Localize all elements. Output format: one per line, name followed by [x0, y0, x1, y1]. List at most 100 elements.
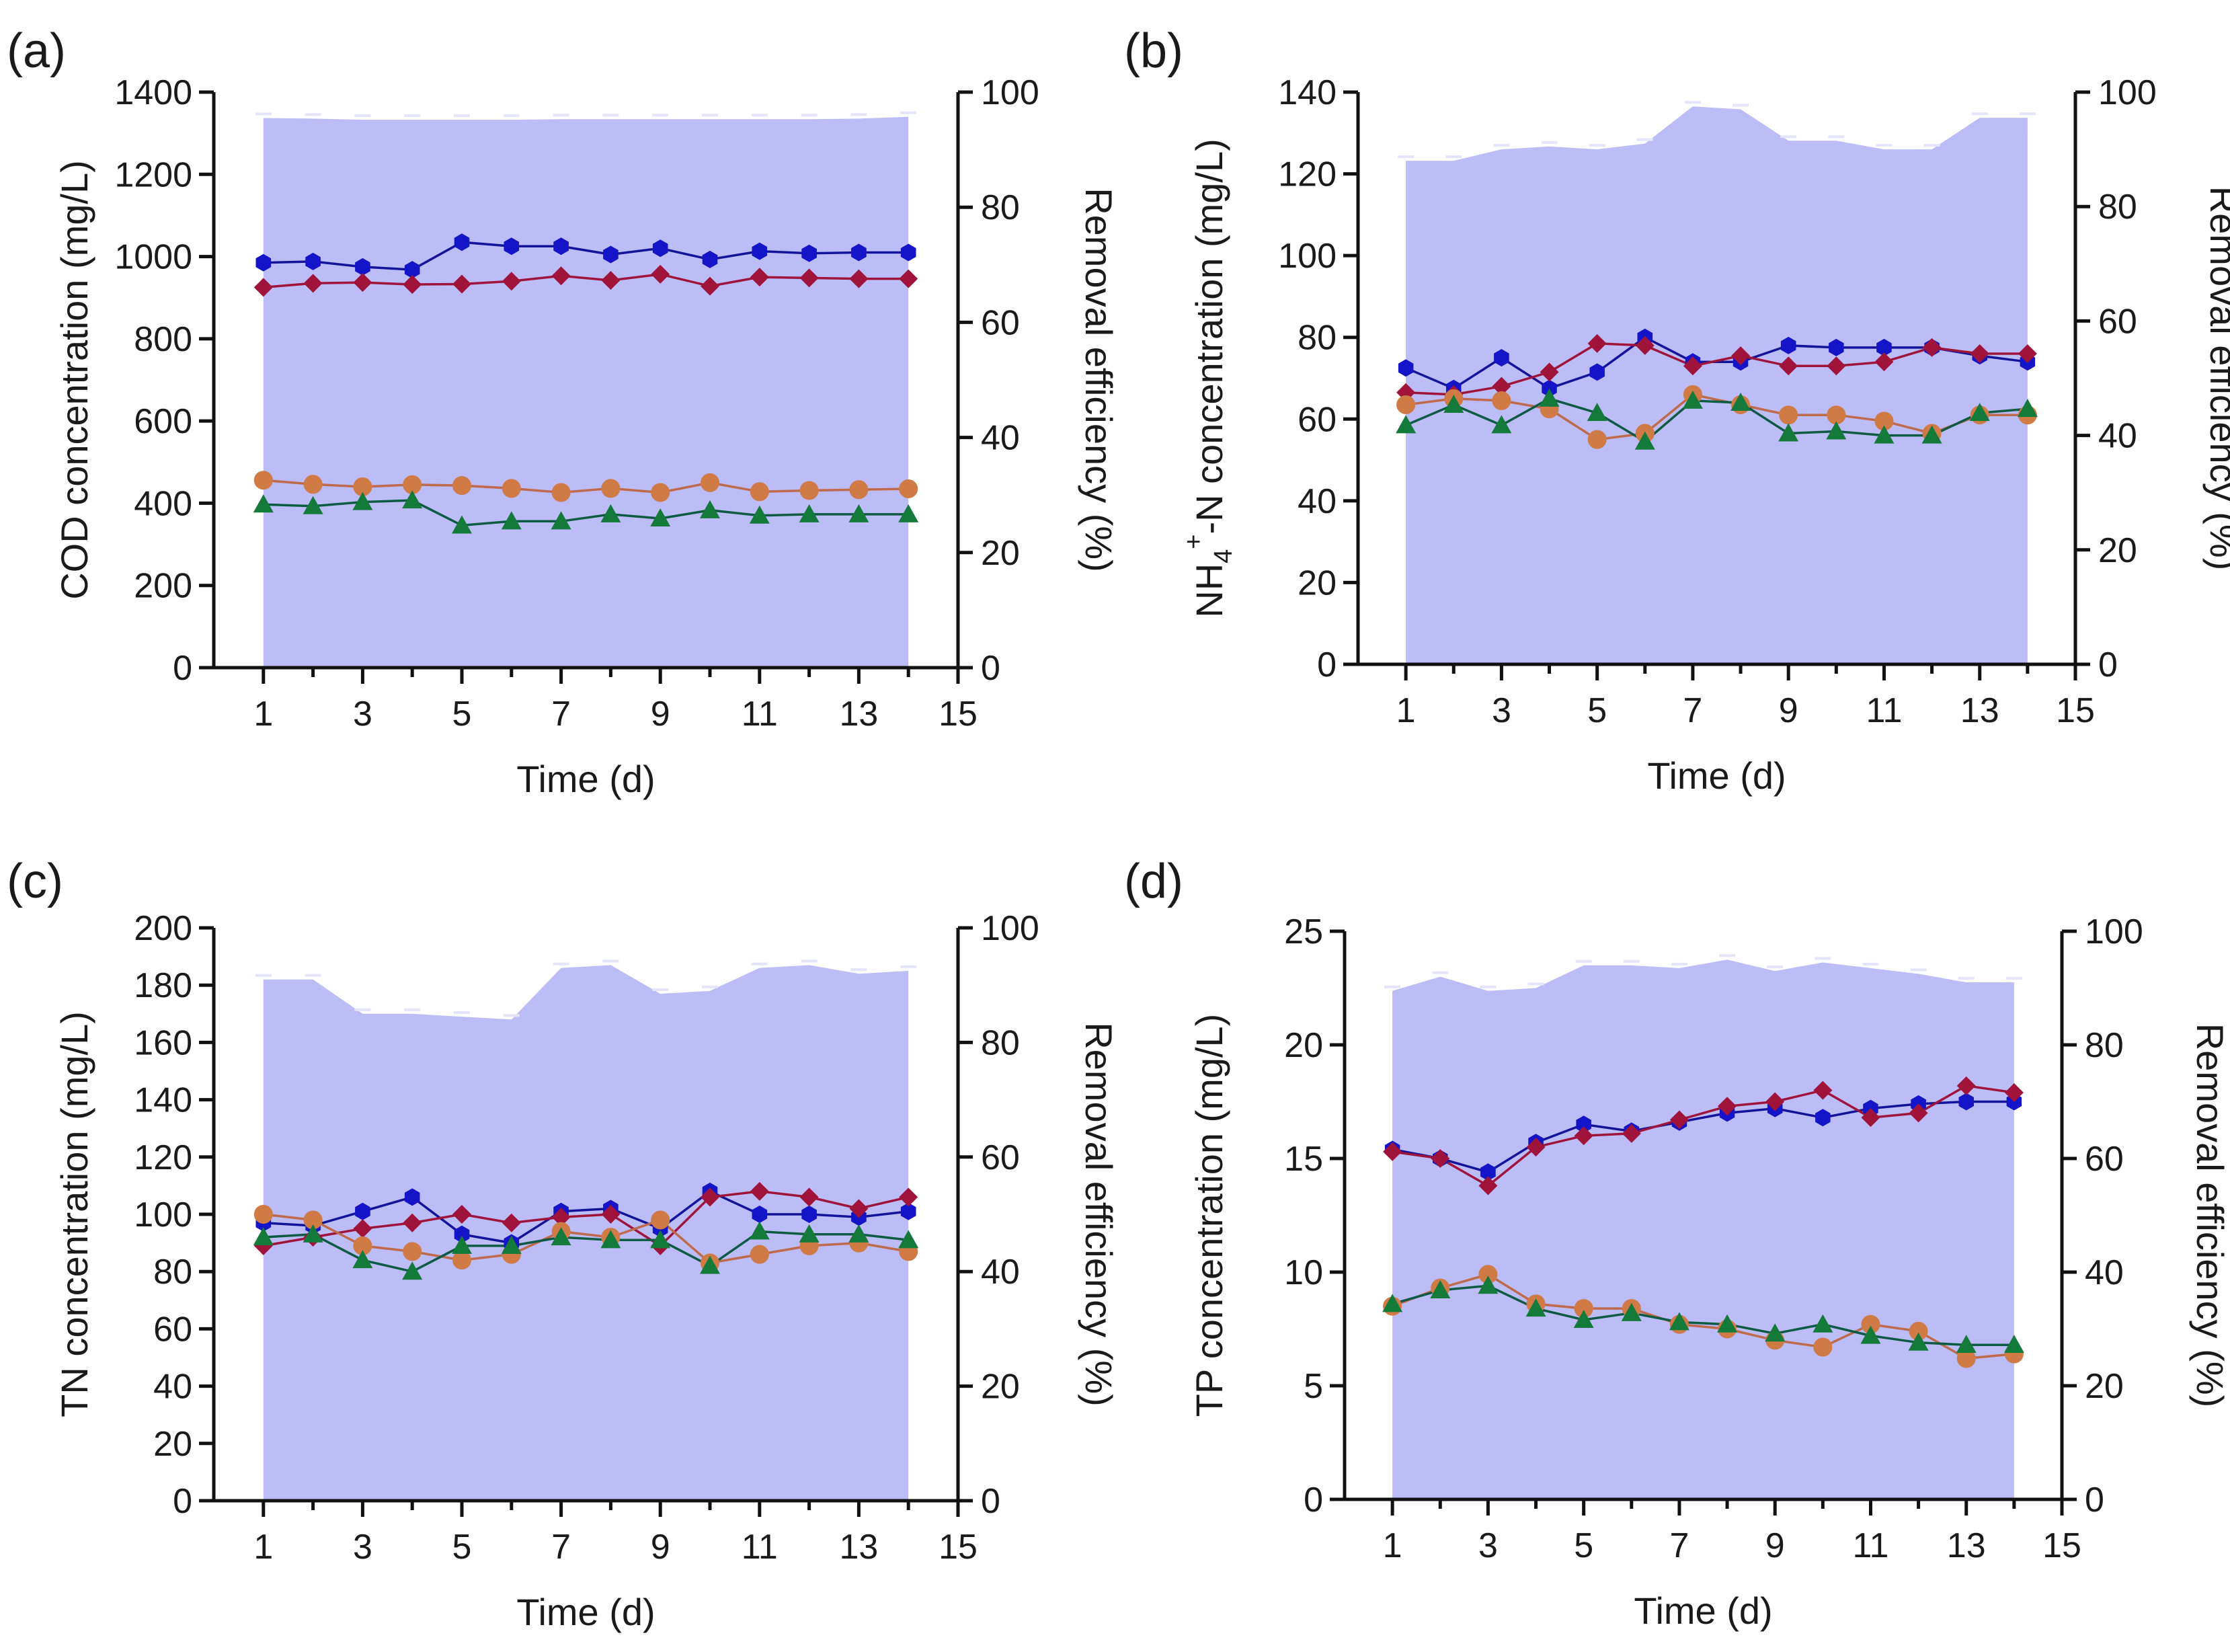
y2-axis-title: Removal efficiency (%)	[1078, 1022, 1120, 1407]
data-point-series-2	[799, 1187, 819, 1207]
data-point-series-2	[1861, 1108, 1880, 1128]
data-point-series-3	[601, 479, 621, 498]
data-point-series-2	[502, 272, 521, 291]
data-point-series-2	[1909, 1103, 1928, 1123]
y2-tick-label: 40	[981, 419, 1020, 458]
panel-label: (b)	[1124, 24, 1183, 78]
y2-axis-title: Removal efficiency (%)	[2189, 1023, 2230, 1408]
data-point-series-2	[601, 1205, 621, 1224]
data-point-series-2	[1478, 1176, 1498, 1195]
data-point-series-2	[551, 266, 571, 286]
y2-tick-label: 40	[2098, 417, 2137, 456]
data-point-series-2	[799, 268, 819, 288]
data-point-series-4	[1908, 1332, 1929, 1351]
data-point-series-4	[1921, 425, 1942, 444]
data-point-series-4	[1443, 395, 1464, 414]
data-point-series-4	[1382, 1294, 1403, 1312]
data-point-series-4	[898, 504, 919, 522]
x-tick-label: 13	[839, 695, 878, 734]
data-point-series-2	[1526, 1138, 1546, 1157]
data-point-series-1	[1576, 1115, 1591, 1134]
data-point-series-2	[701, 1187, 719, 1207]
data-point-series-3	[651, 483, 670, 502]
data-point-series-4	[1573, 1309, 1594, 1328]
x-tick-label: 13	[1960, 691, 1999, 730]
x-tick-label: 7	[551, 1528, 571, 1567]
x-tick-label: 5	[452, 1528, 472, 1567]
data-point-series-2	[2004, 1083, 2024, 1102]
removal-efficiency-area	[263, 965, 909, 1501]
data-point-series-4	[1717, 1314, 1738, 1333]
x-tick-label: 11	[742, 695, 778, 734]
y-tick-label: 120	[134, 1138, 192, 1177]
y-axis-title: TN concentration (mg/L)	[53, 1011, 95, 1417]
data-point-series-2	[1540, 362, 1559, 382]
data-point-series-4	[1478, 1275, 1499, 1294]
x-tick-label: 5	[1574, 1526, 1593, 1565]
data-point-series-4	[1956, 1335, 1977, 1353]
data-point-series-1	[801, 1206, 817, 1223]
y-axis-title: TP concentration (mg/L)	[1188, 1014, 1230, 1417]
data-point-series-4	[253, 494, 274, 513]
data-point-series-4	[1826, 421, 1847, 440]
data-point-series-4	[848, 504, 869, 522]
y-tick-label: 20	[1298, 563, 1337, 602]
data-point-series-1	[1958, 1093, 1974, 1111]
y-tick-label: 140	[134, 1081, 192, 1120]
data-point-series-2	[899, 269, 918, 288]
x-tick-label: 7	[551, 695, 571, 734]
y2-tick-label: 20	[981, 1368, 1020, 1407]
data-point-series-2	[2018, 344, 2037, 364]
data-point-series-1	[305, 252, 321, 270]
data-point-series-4	[551, 1227, 571, 1246]
data-point-series-1	[702, 250, 718, 268]
y2-tick-label: 100	[2098, 73, 2157, 112]
data-point-series-3	[452, 1251, 471, 1270]
x-tick-label: 1	[1383, 1526, 1402, 1565]
data-point-series-2	[1587, 333, 1607, 353]
data-point-series-1	[454, 233, 470, 251]
data-point-series-1	[255, 253, 272, 272]
data-point-series-4	[600, 504, 621, 522]
data-point-series-1	[752, 1206, 768, 1223]
data-point-series-2	[849, 269, 869, 288]
data-point-series-4	[600, 1230, 621, 1249]
y-tick-label: 600	[134, 402, 192, 441]
data-point-series-3	[551, 483, 571, 502]
data-point-series-2	[1431, 1149, 1450, 1168]
y-tick-label: 80	[1298, 319, 1337, 358]
data-point-series-4	[700, 1255, 720, 1274]
data-point-series-4	[1778, 423, 1799, 442]
y-tick-label: 140	[1278, 73, 1337, 112]
chart-panel-c: 0 20 40 60 80 100 120 140 160 180 200 0 20 40 60 80 100 1…	[7, 855, 1120, 1633]
data-point-series-4	[1621, 1302, 1642, 1321]
data-point-series-1	[355, 1202, 370, 1220]
data-point-series-4	[402, 1261, 423, 1280]
data-point-series-2	[849, 1199, 869, 1218]
y-tick-label: 400	[134, 484, 192, 523]
x-axis-title: Time (d)	[1647, 754, 1786, 797]
removal-efficiency-area	[1406, 106, 2028, 665]
series-line-4	[263, 1230, 909, 1273]
y2-tick-label: 20	[981, 534, 1020, 573]
x-tick-label: 3	[353, 695, 372, 734]
data-point-series-4	[1491, 415, 1512, 434]
y2-tick-label: 80	[981, 1023, 1020, 1062]
data-point-series-4	[1765, 1323, 1786, 1342]
data-point-series-2	[303, 274, 323, 293]
data-point-series-1	[1829, 338, 1844, 356]
x-tick-label: 9	[651, 695, 670, 734]
data-point-series-4	[650, 1230, 671, 1249]
data-point-series-1	[603, 245, 619, 264]
data-point-series-4	[1874, 425, 1895, 444]
x-tick-label: 5	[1587, 691, 1607, 730]
data-point-series-2	[403, 275, 422, 294]
data-point-series-1	[900, 1202, 916, 1220]
data-point-series-3	[1396, 395, 1416, 415]
data-point-series-4	[1430, 1280, 1451, 1299]
y2-tick-label: 60	[2098, 302, 2137, 341]
data-point-series-3	[651, 1210, 670, 1230]
data-point-series-3	[799, 481, 819, 500]
